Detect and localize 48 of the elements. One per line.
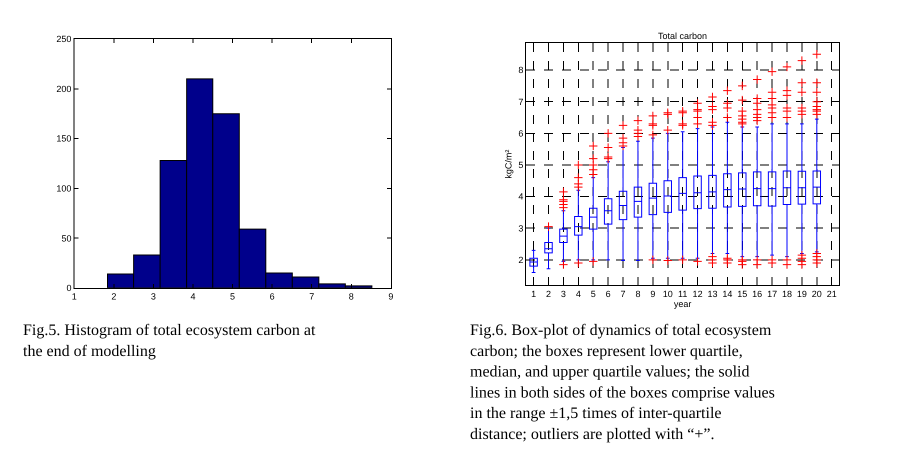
x-axis-title: year	[674, 298, 692, 309]
x-tick-label: 2	[546, 288, 552, 299]
x-tick-label: 2	[111, 292, 116, 302]
y-tick-label: 8	[518, 65, 524, 76]
x-tick-label: 6	[606, 288, 611, 299]
y-tick-label: 3	[518, 223, 524, 234]
y-tick-label: 6	[518, 128, 524, 138]
x-tick-label: 18	[782, 288, 792, 299]
y-tick-label: 0	[66, 283, 72, 294]
x-tick-label: 9	[388, 292, 394, 302]
x-tick-label: 21	[826, 288, 837, 299]
x-tick-label: 17	[767, 288, 778, 299]
y-axis-title: kgC/m²	[504, 150, 514, 179]
caption: Fig.6. Box-plot of dynamics of total ecosystem carbon; the boxes represent lower quartile, median, and upper quartile values; the solid lines in both sides of the boxes comprise values in the range ±1,5 times of inter-quartile distance; outliers are plotted with “+”.	[470, 322, 775, 443]
x-tick-label: 1	[72, 292, 77, 302]
x-tick-label: 3	[560, 288, 566, 299]
x-tick-label: 4	[190, 292, 196, 302]
x-tick-label: 19	[796, 288, 807, 299]
chart-title: Total carbon	[658, 31, 708, 41]
x-tick-label: 1	[531, 288, 536, 299]
x-tick-label: 5	[590, 288, 596, 299]
y-tick-label: 200	[56, 84, 72, 94]
y-tick-label: 50	[61, 233, 72, 244]
x-tick-label: 9	[650, 288, 656, 299]
x-tick-label: 3	[150, 292, 156, 302]
x-tick-label: 11	[678, 288, 688, 299]
y-tick-label: 2	[518, 254, 524, 265]
x-tick-label: 20	[812, 288, 822, 299]
x-tick-label: 8	[635, 288, 640, 299]
x-tick-label: 13	[707, 288, 718, 299]
y-tick-label: 5	[518, 160, 524, 170]
y-tick-label: 150	[56, 134, 72, 144]
x-tick-label: 5	[230, 292, 236, 302]
x-tick-label: 12	[692, 288, 703, 299]
x-tick-label: 8	[348, 292, 354, 302]
x-tick-label: 14	[722, 288, 732, 299]
x-tick-label: 15	[737, 288, 748, 299]
y-tick-label: 4	[518, 192, 524, 202]
x-tick-label: 4	[576, 288, 581, 299]
y-tick-label: 250	[56, 34, 72, 44]
x-tick-label: 7	[620, 288, 626, 299]
y-tick-label: 7	[518, 96, 524, 107]
x-tick-label: 10	[662, 288, 673, 299]
x-tick-label: 7	[309, 292, 314, 302]
y-tick-label: 100	[56, 184, 72, 194]
x-tick-label: 6	[270, 292, 275, 302]
caption: Fig.5. Histogram of total ecosystem carbon at the end of modelling	[23, 322, 316, 360]
x-tick-label: 16	[752, 288, 762, 299]
